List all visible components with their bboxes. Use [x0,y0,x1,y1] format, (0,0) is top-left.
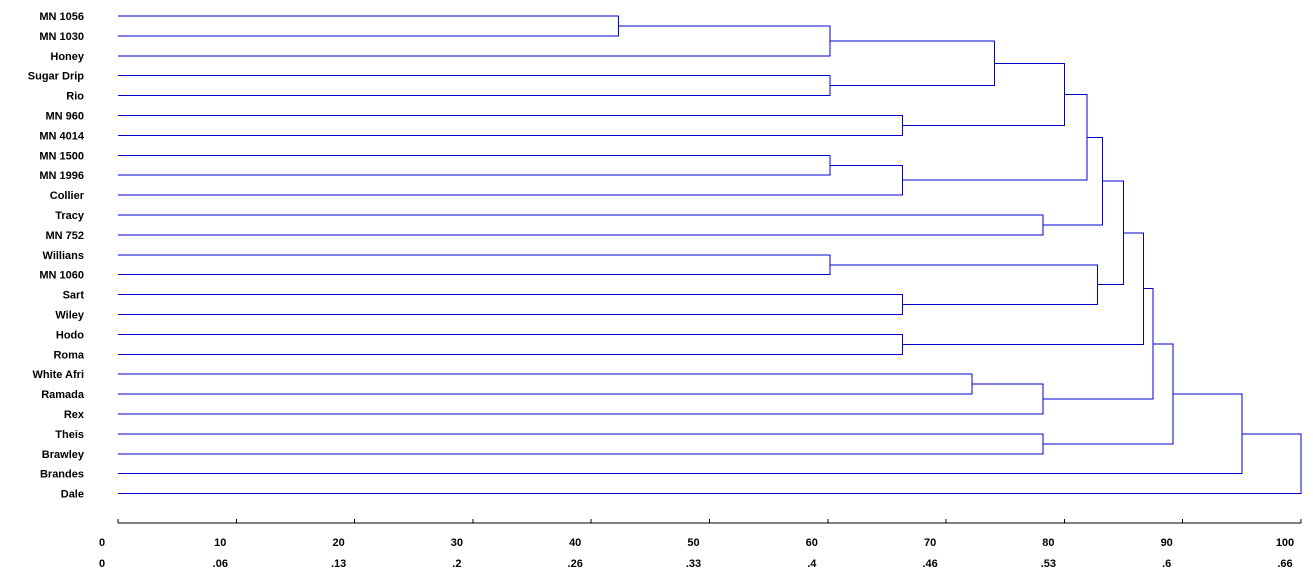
leaf-label-mn-752: MN 752 [45,230,84,242]
leaf-label-brawley: Brawley [42,449,85,461]
leaf-label-honey: Honey [50,51,85,63]
leaf-label-hodo: Hodo [56,329,84,341]
merge-c9 [902,93,1088,181]
merge-c19 [118,383,1044,415]
leaf-label-mn-1056: MN 1056 [39,11,84,23]
x-tick-label-80: 80 [1042,537,1054,549]
leaf-label-sugar-drip: Sugar Drip [28,71,85,83]
merge-c1 [118,15,619,37]
x-tick-secondary-label-30: .2 [452,558,461,570]
leaf-label-dale: Dale [61,489,84,501]
merge-c24 [118,433,1302,495]
leaf-label-mn-4014: MN 4014 [39,130,85,142]
leaf-label-brandes: Brandes [40,469,84,481]
x-tick-secondary-label-0: 0 [99,558,105,570]
x-tick-secondary-label-50: .33 [686,558,701,570]
x-tick-secondary-label-90: .6 [1162,558,1171,570]
x-tick-label-90: 90 [1161,537,1173,549]
x-tick-label-100: 100 [1276,537,1294,549]
x-tick-secondary-label-20: .13 [331,558,346,570]
merge-c15 [1097,180,1125,286]
merge-c18 [118,373,973,395]
leaf-label-sart: Sart [63,290,85,302]
merge-c13 [118,294,903,315]
leaf-label-collier: Collier [50,190,85,202]
x-tick-secondary-label-70: .46 [922,558,937,570]
leaf-label-rex: Rex [64,409,85,421]
merge-c6 [902,62,1065,126]
leaf-label-theis: Theis [55,429,84,441]
leaf-label-wiley: Wiley [55,310,85,322]
x-tick-secondary-label-60: .4 [807,558,817,570]
x-tick-label-30: 30 [451,537,463,549]
x-tick-secondary-label-40: .26 [568,558,583,570]
merge-c7 [118,154,831,176]
leaf-labels: MN 1056 MN 1030 Honey Sugar Drip Rio MN 960 MN… [28,11,85,501]
merge-c17 [902,232,1145,345]
x-tick-secondary-label-80: .53 [1041,558,1056,570]
merge-c12 [118,254,831,276]
merge-c3 [118,75,831,97]
merge-c16 [118,333,903,355]
merge-c5 [118,115,903,136]
leaf-label-willians: Willians [43,250,84,262]
merge-c11 [1043,136,1103,226]
merge-c20 [1043,288,1154,400]
leaf-label-mn-1030: MN 1030 [39,31,84,43]
leaf-label-mn-960: MN 960 [45,111,84,123]
merge-c22 [1043,343,1174,445]
merge-c8 [118,164,903,196]
merge-c2 [118,25,831,57]
x-tick-secondary-label-10: .06 [213,558,228,570]
x-tick-secondary-label-100: .66 [1277,558,1292,570]
x-tick-label-0: 0 [99,537,105,549]
x-tick-label-50: 50 [687,537,699,549]
leaf-label-mn-1996: MN 1996 [39,170,84,182]
leaf-label-white-afri: White Afri [32,369,84,381]
leaf-label-mn-1500: MN 1500 [39,150,84,162]
x-tick-label-20: 20 [332,537,344,549]
x-tick-label-70: 70 [924,537,936,549]
merge-c14 [830,264,1099,306]
merge-c4 [830,40,996,87]
leaf-label-rio: Rio [66,91,84,103]
dendrogram-tree [118,15,1302,495]
x-axis: 0 0 10 .06 20 .13 30 .2 40 .26 50 .33 60 .4 70 .46 80 .53… [99,519,1302,570]
leaf-label-tracy: Tracy [55,210,85,222]
leaf-label-mn-1060: MN 1060 [39,270,84,282]
leaf-label-ramada: Ramada [41,389,85,401]
x-tick-label-60: 60 [806,537,818,549]
merge-c10 [118,214,1044,236]
x-tick-label-10: 10 [214,537,226,549]
leaf-label-roma: Roma [53,349,84,361]
x-tick-label-40: 40 [569,537,581,549]
merge-c21 [118,433,1044,455]
